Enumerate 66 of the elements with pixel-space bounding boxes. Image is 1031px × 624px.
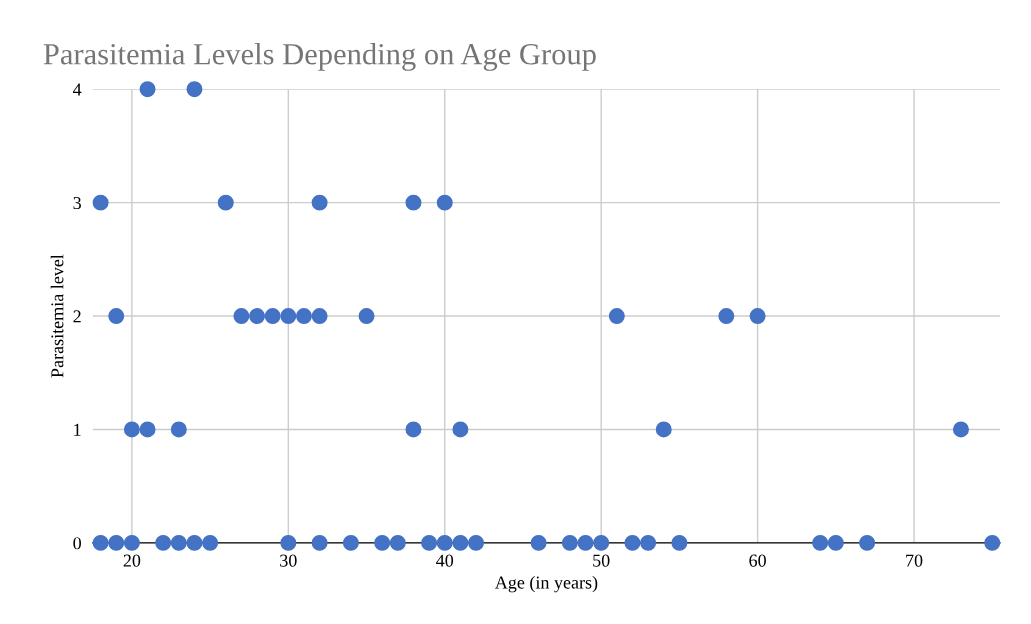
point	[405, 194, 422, 211]
point	[108, 534, 125, 551]
point	[812, 534, 829, 551]
point	[311, 308, 328, 325]
point	[452, 534, 469, 551]
point	[249, 308, 266, 325]
point	[108, 308, 125, 325]
point	[358, 308, 375, 325]
x-tick-label: 60	[749, 554, 766, 567]
point	[671, 534, 688, 551]
point	[280, 308, 297, 325]
point	[170, 534, 187, 551]
point	[155, 534, 172, 551]
point	[655, 421, 672, 438]
point	[593, 534, 610, 551]
point	[984, 534, 1001, 551]
chart-title: Parasitemia Levels Depending on Age Group	[43, 43, 596, 71]
point	[92, 534, 109, 551]
point	[170, 421, 187, 438]
point	[859, 534, 876, 551]
y-tick-label: 0	[73, 537, 81, 550]
y-tick-label: 2	[73, 310, 81, 323]
y-tick-label: 4	[73, 83, 82, 96]
point	[718, 308, 735, 325]
point	[608, 308, 625, 325]
point	[468, 534, 485, 551]
point	[92, 194, 109, 211]
x-tick-label: 40	[436, 554, 454, 567]
point	[139, 81, 156, 98]
point	[436, 534, 453, 551]
point	[624, 534, 641, 551]
point	[577, 534, 594, 551]
x-tick-label: 50	[593, 554, 610, 567]
point	[280, 534, 297, 551]
point	[342, 534, 359, 551]
point	[749, 308, 766, 325]
point	[827, 534, 844, 551]
point	[123, 534, 140, 551]
x-tick-label: 20	[123, 554, 141, 567]
x-axis-title: Age (in years)	[494, 575, 598, 593]
point	[952, 421, 969, 438]
point	[421, 534, 438, 551]
point	[561, 534, 578, 551]
point	[374, 534, 391, 551]
point	[452, 421, 469, 438]
point	[264, 308, 281, 325]
point	[640, 534, 657, 551]
point	[233, 308, 250, 325]
point	[202, 534, 219, 551]
point	[186, 534, 203, 551]
point	[530, 534, 547, 551]
point	[436, 194, 453, 211]
point	[217, 194, 234, 211]
point	[186, 81, 203, 98]
point	[405, 421, 422, 438]
point	[311, 534, 328, 551]
x-tick-label: 70	[906, 554, 923, 567]
point	[311, 194, 328, 211]
point	[295, 308, 312, 325]
y-axis-title: Parasitemia level	[50, 254, 64, 378]
point	[389, 534, 406, 551]
y-tick-label: 3	[73, 196, 81, 210]
y-tick-label: 1	[74, 423, 81, 436]
point	[139, 421, 156, 438]
x-tick-label: 30	[280, 554, 297, 567]
point	[123, 421, 140, 438]
